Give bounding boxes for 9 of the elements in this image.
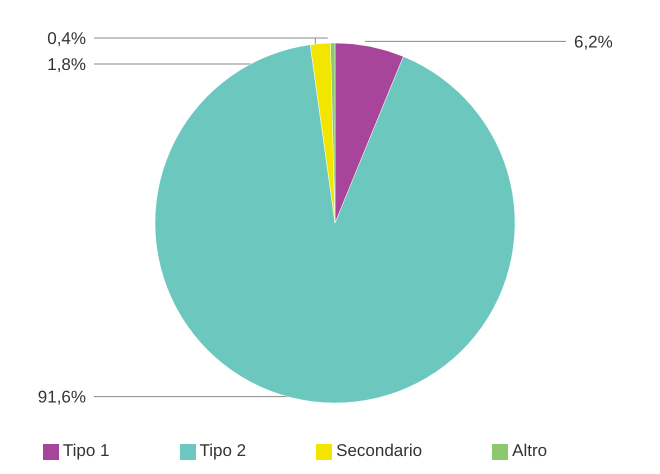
legend-label: Tipo 2: [200, 441, 246, 460]
data-label: 1,8%: [47, 55, 86, 74]
legend-label: Altro: [512, 441, 548, 460]
data-label: 91,6%: [38, 388, 86, 407]
data-label: 0,4%: [47, 29, 86, 48]
legend-label: Tipo 1: [62, 441, 110, 460]
data-label: 6,2%: [574, 32, 613, 52]
pie-slice: [154, 44, 516, 403]
legend-label: Secondario: [336, 441, 422, 460]
